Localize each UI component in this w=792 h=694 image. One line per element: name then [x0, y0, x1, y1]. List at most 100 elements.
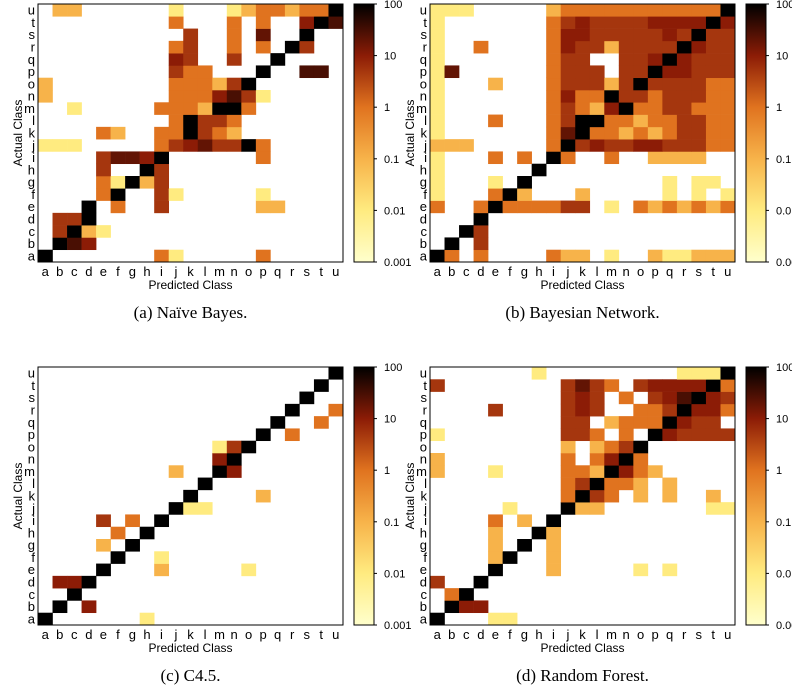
- y-axis-label: Actual Class: [11, 463, 25, 530]
- heatmap-cell-n-p: [255, 90, 271, 103]
- heatmap-cell-j-s: [691, 139, 707, 152]
- heatmap-cell-j-m: [212, 139, 228, 152]
- heatmap-cell-j-k: [183, 139, 199, 152]
- heatmap-cell-n-n: [618, 90, 634, 103]
- heatmap-cell-a-e: [488, 612, 503, 626]
- heatmap-cell-l-l: [589, 114, 605, 128]
- heatmap-cell-s-u: [720, 28, 736, 42]
- x-tick-label: k: [579, 264, 586, 279]
- heatmap-cell-l-j: [168, 114, 184, 128]
- heatmap-cell-u-c: [459, 4, 474, 17]
- heatmap-cell-c-d: [81, 225, 97, 238]
- heatmap-cell-f-u: [720, 188, 736, 201]
- colorbar-tick-label: 0.1: [384, 154, 399, 166]
- y-tick-label: o: [28, 439, 35, 454]
- colorbar-tick-label: 0.01: [776, 568, 792, 580]
- heatmap-cell-l-t: [705, 114, 721, 128]
- heatmap-cell-k-k: [575, 126, 591, 140]
- x-tick-label: d: [85, 627, 92, 642]
- heatmap-cell-c-c: [459, 588, 474, 601]
- x-tick-label: p: [652, 264, 659, 279]
- colorbar-tick-label: 0.001: [384, 620, 412, 632]
- heatmap-cell-t-p: [255, 16, 271, 29]
- heatmap-cell-a-u: [720, 249, 736, 263]
- heatmap-cell-q-n: [226, 53, 242, 66]
- x-tick-label: e: [492, 264, 499, 279]
- heatmap-cell-e-r: [676, 200, 692, 214]
- heatmap-cell-r-p: [255, 40, 271, 54]
- heatmap-cell-n-n: [226, 90, 242, 103]
- heatmap-cell-p-i: [546, 65, 562, 79]
- heatmap-cell-t-u: [720, 379, 736, 392]
- heatmap-cell-f-i: [154, 188, 170, 201]
- y-tick-label: s: [421, 390, 428, 405]
- y-tick-label: g: [420, 175, 427, 190]
- heatmap-cell-k-t: [705, 126, 721, 140]
- heatmap-cell-t-j: [560, 379, 576, 392]
- y-tick-label: q: [28, 52, 35, 67]
- y-tick-label: j: [423, 501, 427, 516]
- heatmap-cell-j-b: [444, 139, 460, 152]
- heatmap-cell-u-l: [589, 4, 605, 17]
- heatmap-cell-e-i: [154, 200, 170, 214]
- colorbar-tick-label: 10: [384, 414, 396, 426]
- heatmap-cell-u-h: [531, 367, 547, 380]
- y-tick-label: e: [28, 199, 35, 214]
- heatmap-cell-s-k: [575, 391, 591, 405]
- plot-frame: [37, 366, 344, 626]
- colorbar-tick-label: 0.1: [776, 154, 791, 166]
- panel-caption: (a) Naïve Bayes.: [134, 303, 248, 322]
- heatmap-cell-t-a: [430, 379, 445, 392]
- heatmap-cell-k-n: [618, 126, 634, 140]
- heatmap-cell-r-u: [720, 403, 736, 417]
- heatmap-cell-q-s: [691, 53, 707, 66]
- y-tick-label: i: [424, 150, 427, 165]
- heatmap-cell-r-s: [691, 403, 707, 417]
- heatmap-cell-u-b: [52, 4, 68, 17]
- heatmap-cell-e-t: [705, 200, 721, 214]
- heatmap-cell-u-s: [691, 367, 707, 380]
- x-tick-label: r: [290, 627, 295, 642]
- y-tick-label: m: [416, 464, 427, 479]
- heatmap-cell-i-p: [647, 151, 663, 165]
- heatmap-cell-i-i: [154, 151, 170, 165]
- heatmap-cell-a-a: [430, 249, 445, 263]
- heatmap-cell-l-k: [575, 114, 591, 128]
- heatmap-cell-e-u: [720, 200, 736, 214]
- x-tick-label: k: [579, 627, 586, 642]
- heatmap-cell-s-r: [676, 391, 692, 405]
- colorbar-tick-label: 0.1: [384, 517, 399, 529]
- heatmap-cell-m-l: [589, 102, 605, 115]
- y-tick-label: i: [424, 513, 427, 528]
- heatmap-cell-t-p: [647, 16, 663, 29]
- heatmap-cell-n-o: [633, 90, 649, 103]
- x-tick-label: a: [434, 264, 442, 279]
- y-tick-label: a: [28, 611, 36, 626]
- heatmap-cell-n-n: [618, 453, 634, 466]
- heatmap-cell-p-r: [676, 65, 692, 79]
- x-tick-label: l: [596, 264, 599, 279]
- heatmap-cell-o-n: [618, 440, 634, 454]
- x-tick-label: g: [129, 627, 136, 642]
- heatmap-cell-s-q: [662, 28, 678, 42]
- heatmap-cell-d-b: [52, 575, 68, 589]
- heatmap-cell-l-s: [691, 114, 707, 128]
- y-tick-label: h: [420, 162, 427, 177]
- x-tick-label: l: [204, 627, 207, 642]
- heatmap-cell-u-s: [299, 4, 315, 17]
- y-tick-label: c: [29, 224, 36, 239]
- heatmap-cell-m-m: [604, 465, 620, 478]
- heatmap-cell-r-k: [575, 40, 591, 54]
- y-tick-label: p: [28, 64, 35, 79]
- heatmap-cell-q-q: [270, 416, 286, 429]
- heatmap-cell-p-u: [720, 65, 736, 79]
- heatmap-cell-t-m: [604, 379, 620, 392]
- heatmap-cell-p-b: [444, 65, 460, 79]
- heatmap-cell-u-j: [168, 4, 184, 17]
- heatmap-cell-p-n: [618, 428, 634, 442]
- heatmap-cell-s-t: [705, 28, 721, 42]
- x-tick-label: q: [274, 264, 281, 279]
- heatmap-cell-e-o: [241, 563, 257, 577]
- heatmap-cell-r-o: [633, 40, 649, 54]
- heatmap-cell-o-s: [691, 77, 707, 91]
